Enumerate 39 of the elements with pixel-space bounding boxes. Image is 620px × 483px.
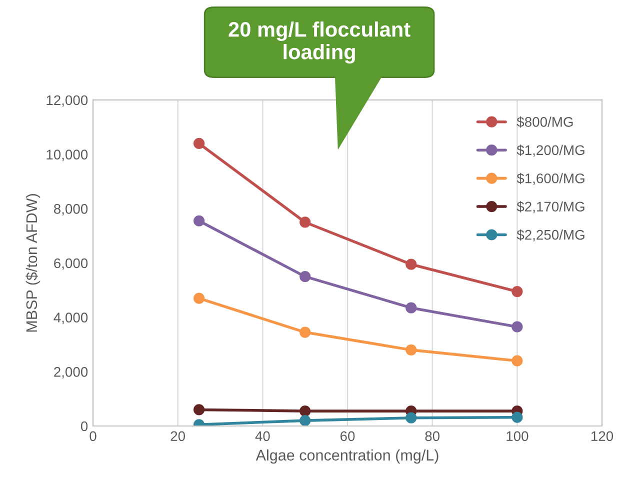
point (406, 412, 417, 424)
point (193, 215, 205, 226)
point (300, 216, 311, 228)
x-tick-label: 120 (591, 431, 614, 442)
x-tick-label: 60 (340, 431, 355, 442)
point (512, 355, 523, 366)
y-tick-label: 4,000 (54, 312, 88, 324)
y-axis-title: MBSP ($/ton AFDW) (26, 194, 40, 332)
point (193, 292, 205, 304)
legend-label: $2,250/MG (516, 229, 584, 242)
point (193, 138, 205, 150)
point (512, 286, 523, 298)
x-tick-label: 80 (425, 431, 440, 442)
y-tick-label: 12,000 (46, 95, 88, 107)
point (406, 344, 417, 356)
legend-label: $800/MG (516, 116, 573, 128)
point (406, 258, 417, 270)
point (300, 271, 311, 282)
point (193, 404, 205, 416)
point (300, 326, 311, 338)
point (300, 415, 311, 426)
text: 20 mg/L flocculant loading (228, 21, 410, 64)
x-axis-title: Algae concentration (mg/L) (256, 449, 438, 464)
legend-label: $1,200/MG (516, 144, 584, 157)
point (300, 406, 311, 417)
x-tick-label: 0 (90, 431, 96, 442)
x-tick-label: 20 (170, 431, 186, 442)
point (406, 302, 417, 314)
y-tick-label: 6,000 (54, 258, 88, 270)
point (512, 321, 523, 332)
y-tick-label: 2,000 (54, 367, 88, 378)
y-tick-label: 10,000 (46, 150, 88, 162)
x-tick-label: 40 (255, 431, 270, 442)
legend-label: $2,170/MG (516, 201, 584, 214)
x-tick-label: 100 (506, 431, 528, 442)
y-tick-label: 0 (80, 421, 88, 432)
point (512, 412, 523, 423)
legend-label: $1,600/MG (516, 172, 584, 185)
y-tick-label: 8,000 (54, 204, 88, 216)
